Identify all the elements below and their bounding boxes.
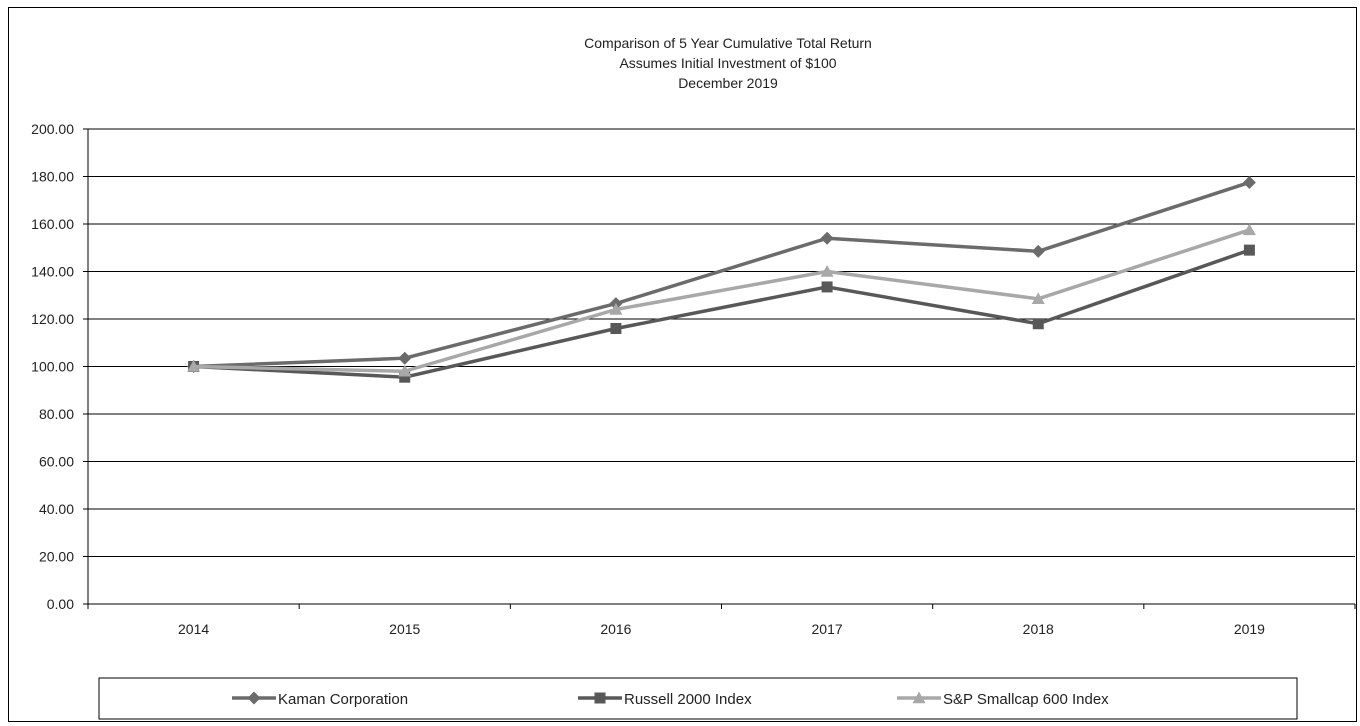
y-tick-label: 60.00 — [39, 454, 74, 470]
y-tick-label: 80.00 — [39, 406, 74, 422]
x-tick-label: 2016 — [600, 621, 631, 637]
data-point-kaman-corporation — [398, 351, 412, 365]
data-point-russell-2000-index — [1243, 244, 1255, 256]
series-line-s-p-smallcap-600-index — [193, 228, 1250, 373]
data-point-russell-2000-index — [610, 323, 622, 334]
y-tick-label: 160.00 — [31, 216, 74, 232]
data-point-s-p-smallcap-600-index — [1031, 292, 1045, 305]
series-s-p-smallcap-600-index — [187, 223, 1256, 377]
legend-box — [98, 677, 1298, 720]
y-tick-label: 0.00 — [47, 596, 74, 612]
legend-label: Kaman Corporation — [278, 691, 408, 708]
y-tick-label: 40.00 — [39, 501, 74, 517]
data-point-s-p-smallcap-600-index — [187, 360, 201, 372]
legend: Kaman Corporation Russell 2000 Index S&P S… — [98, 677, 1298, 720]
data-point-s-p-smallcap-600-index — [398, 364, 412, 377]
x-tick-label: 2014 — [178, 621, 209, 637]
x-tick-label: 2017 — [812, 621, 843, 637]
y-tick-label: 180.00 — [31, 169, 74, 185]
data-point-kaman-corporation — [1242, 175, 1256, 189]
x-tick-label: 2018 — [1023, 621, 1054, 637]
legend-marker — [594, 692, 606, 704]
data-point-s-p-smallcap-600-index — [820, 265, 834, 277]
legend-item-s-p-smallcap-600-index: S&P Smallcap 600 Index — [897, 691, 1109, 708]
legend-marker — [247, 691, 261, 705]
x-tick-label: 2015 — [389, 621, 420, 637]
legend-label: Russell 2000 Index — [624, 691, 752, 708]
legend-label: S&P Smallcap 600 Index — [943, 691, 1109, 708]
data-point-s-p-smallcap-600-index — [609, 303, 623, 315]
data-point-kaman-corporation — [820, 231, 834, 245]
axes — [87, 129, 1356, 609]
chart-title-line-1: Comparison of 5 Year Cumulative Total Re… — [584, 35, 872, 51]
data-point-russell-2000-index — [1032, 318, 1044, 330]
x-tick-label: 2019 — [1234, 621, 1265, 637]
legend-item-kaman-corporation: Kaman Corporation — [232, 691, 408, 708]
series-line-russell-2000-index — [193, 248, 1250, 379]
series-lines — [187, 175, 1256, 383]
chart-title: Comparison of 5 Year Cumulative Total Re… — [584, 35, 872, 91]
y-tick-label: 100.00 — [31, 359, 74, 375]
series-kaman-corporation — [187, 175, 1256, 373]
series-line-kaman-corporation — [193, 180, 1250, 369]
data-point-kaman-corporation — [1031, 244, 1045, 258]
x-axis-tick-labels: 2014 2015 2016 2017 2018 2019 — [178, 621, 1265, 637]
legend-marker — [912, 691, 926, 704]
data-point-s-p-smallcap-600-index — [1242, 223, 1256, 236]
gridlines — [83, 128, 1355, 605]
y-axis-tick-labels: 0.00 20.00 40.00 60.00 80.00 100.00 120.00 140.… — [31, 121, 74, 612]
data-point-russell-2000-index — [399, 371, 411, 383]
y-tick-label: 120.00 — [31, 311, 74, 327]
legend-item-russell-2000-index: Russell 2000 Index — [578, 691, 752, 708]
y-tick-label: 20.00 — [39, 549, 74, 565]
y-tick-label: 140.00 — [31, 264, 74, 280]
chart-title-line-3: December 2019 — [678, 75, 778, 91]
data-point-russell-2000-index — [821, 281, 833, 293]
chart-title-line-2: Assumes Initial Investment of $100 — [619, 55, 836, 71]
y-tick-label: 200.00 — [31, 121, 74, 137]
